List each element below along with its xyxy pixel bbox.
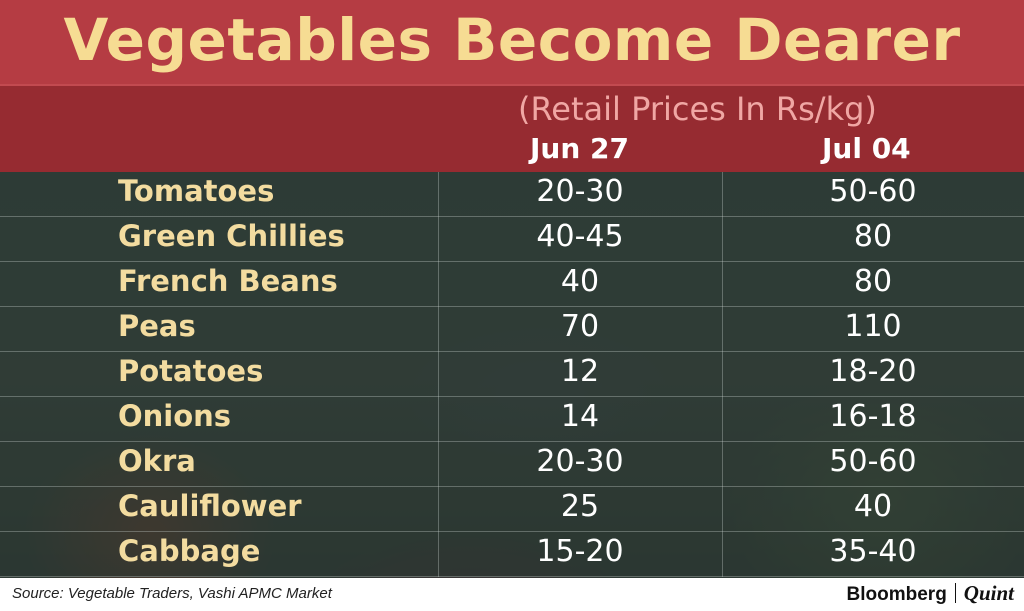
table-row: Okra 20-30 50-60 bbox=[0, 442, 1024, 487]
vegetable-name: Green Chillies bbox=[118, 219, 345, 253]
price-jun27: 20-30 bbox=[536, 444, 624, 479]
column-header-jul04: Jul 04 bbox=[822, 132, 911, 165]
vegetable-name: Okra bbox=[118, 444, 196, 478]
source-note: Source: Vegetable Traders, Vashi APMC Ma… bbox=[12, 585, 332, 602]
price-jun27: 20-30 bbox=[536, 174, 624, 209]
column-separator bbox=[722, 172, 723, 577]
price-jul04: 110 bbox=[844, 309, 902, 344]
table-row: Peas 70 110 bbox=[0, 307, 1024, 352]
price-jul04: 40 bbox=[853, 489, 893, 524]
table-row: Cabbage 15-20 35-40 bbox=[0, 532, 1024, 577]
column-header-jun27: Jun 27 bbox=[530, 132, 629, 165]
price-jul04: 80 bbox=[853, 264, 893, 299]
vegetable-name: Cauliflower bbox=[118, 489, 302, 523]
table-row: Cauliflower 25 40 bbox=[0, 487, 1024, 532]
table-row: Onions 14 16-18 bbox=[0, 397, 1024, 442]
chart-subtitle: (Retail Prices In Rs/kg) bbox=[518, 90, 877, 128]
table-row: Potatoes 12 18-20 bbox=[0, 352, 1024, 397]
price-jul04: 50-60 bbox=[829, 444, 917, 479]
price-jun27: 70 bbox=[560, 309, 600, 344]
chart-title: Vegetables Become Dearer bbox=[63, 6, 961, 74]
title-band bbox=[0, 0, 1024, 84]
price-jul04: 16-18 bbox=[829, 399, 917, 434]
vegetable-name: French Beans bbox=[118, 264, 338, 298]
price-jul04: 80 bbox=[853, 219, 893, 254]
brand-bloomberg: Bloomberg bbox=[846, 584, 947, 605]
table-row: Tomatoes 20-30 50-60 bbox=[0, 172, 1024, 217]
price-jun27: 14 bbox=[560, 399, 600, 434]
price-jun27: 40-45 bbox=[536, 219, 624, 254]
price-jul04: 18-20 bbox=[829, 354, 917, 389]
price-jun27: 12 bbox=[560, 354, 600, 389]
vegetable-name: Onions bbox=[118, 399, 232, 433]
vegetable-name: Peas bbox=[118, 309, 196, 343]
vegetable-name: Cabbage bbox=[118, 534, 261, 568]
column-separator bbox=[438, 172, 439, 577]
brand-divider bbox=[954, 583, 956, 603]
footer-bar bbox=[0, 578, 1024, 611]
brand-quint: Quint bbox=[963, 581, 1014, 605]
table-row: French Beans 40 80 bbox=[0, 262, 1024, 307]
price-jul04: 35-40 bbox=[829, 534, 917, 569]
price-jun27: 15-20 bbox=[536, 534, 624, 569]
table-row: Green Chillies 40-45 80 bbox=[0, 217, 1024, 262]
price-jun27: 25 bbox=[560, 489, 600, 524]
brand-logo: Bloomberg Quint bbox=[847, 581, 1014, 606]
header-band bbox=[0, 84, 1024, 172]
price-jul04: 50-60 bbox=[829, 174, 917, 209]
vegetable-name: Potatoes bbox=[118, 354, 264, 388]
vegetable-name: Tomatoes bbox=[118, 174, 275, 208]
price-jun27: 40 bbox=[560, 264, 600, 299]
